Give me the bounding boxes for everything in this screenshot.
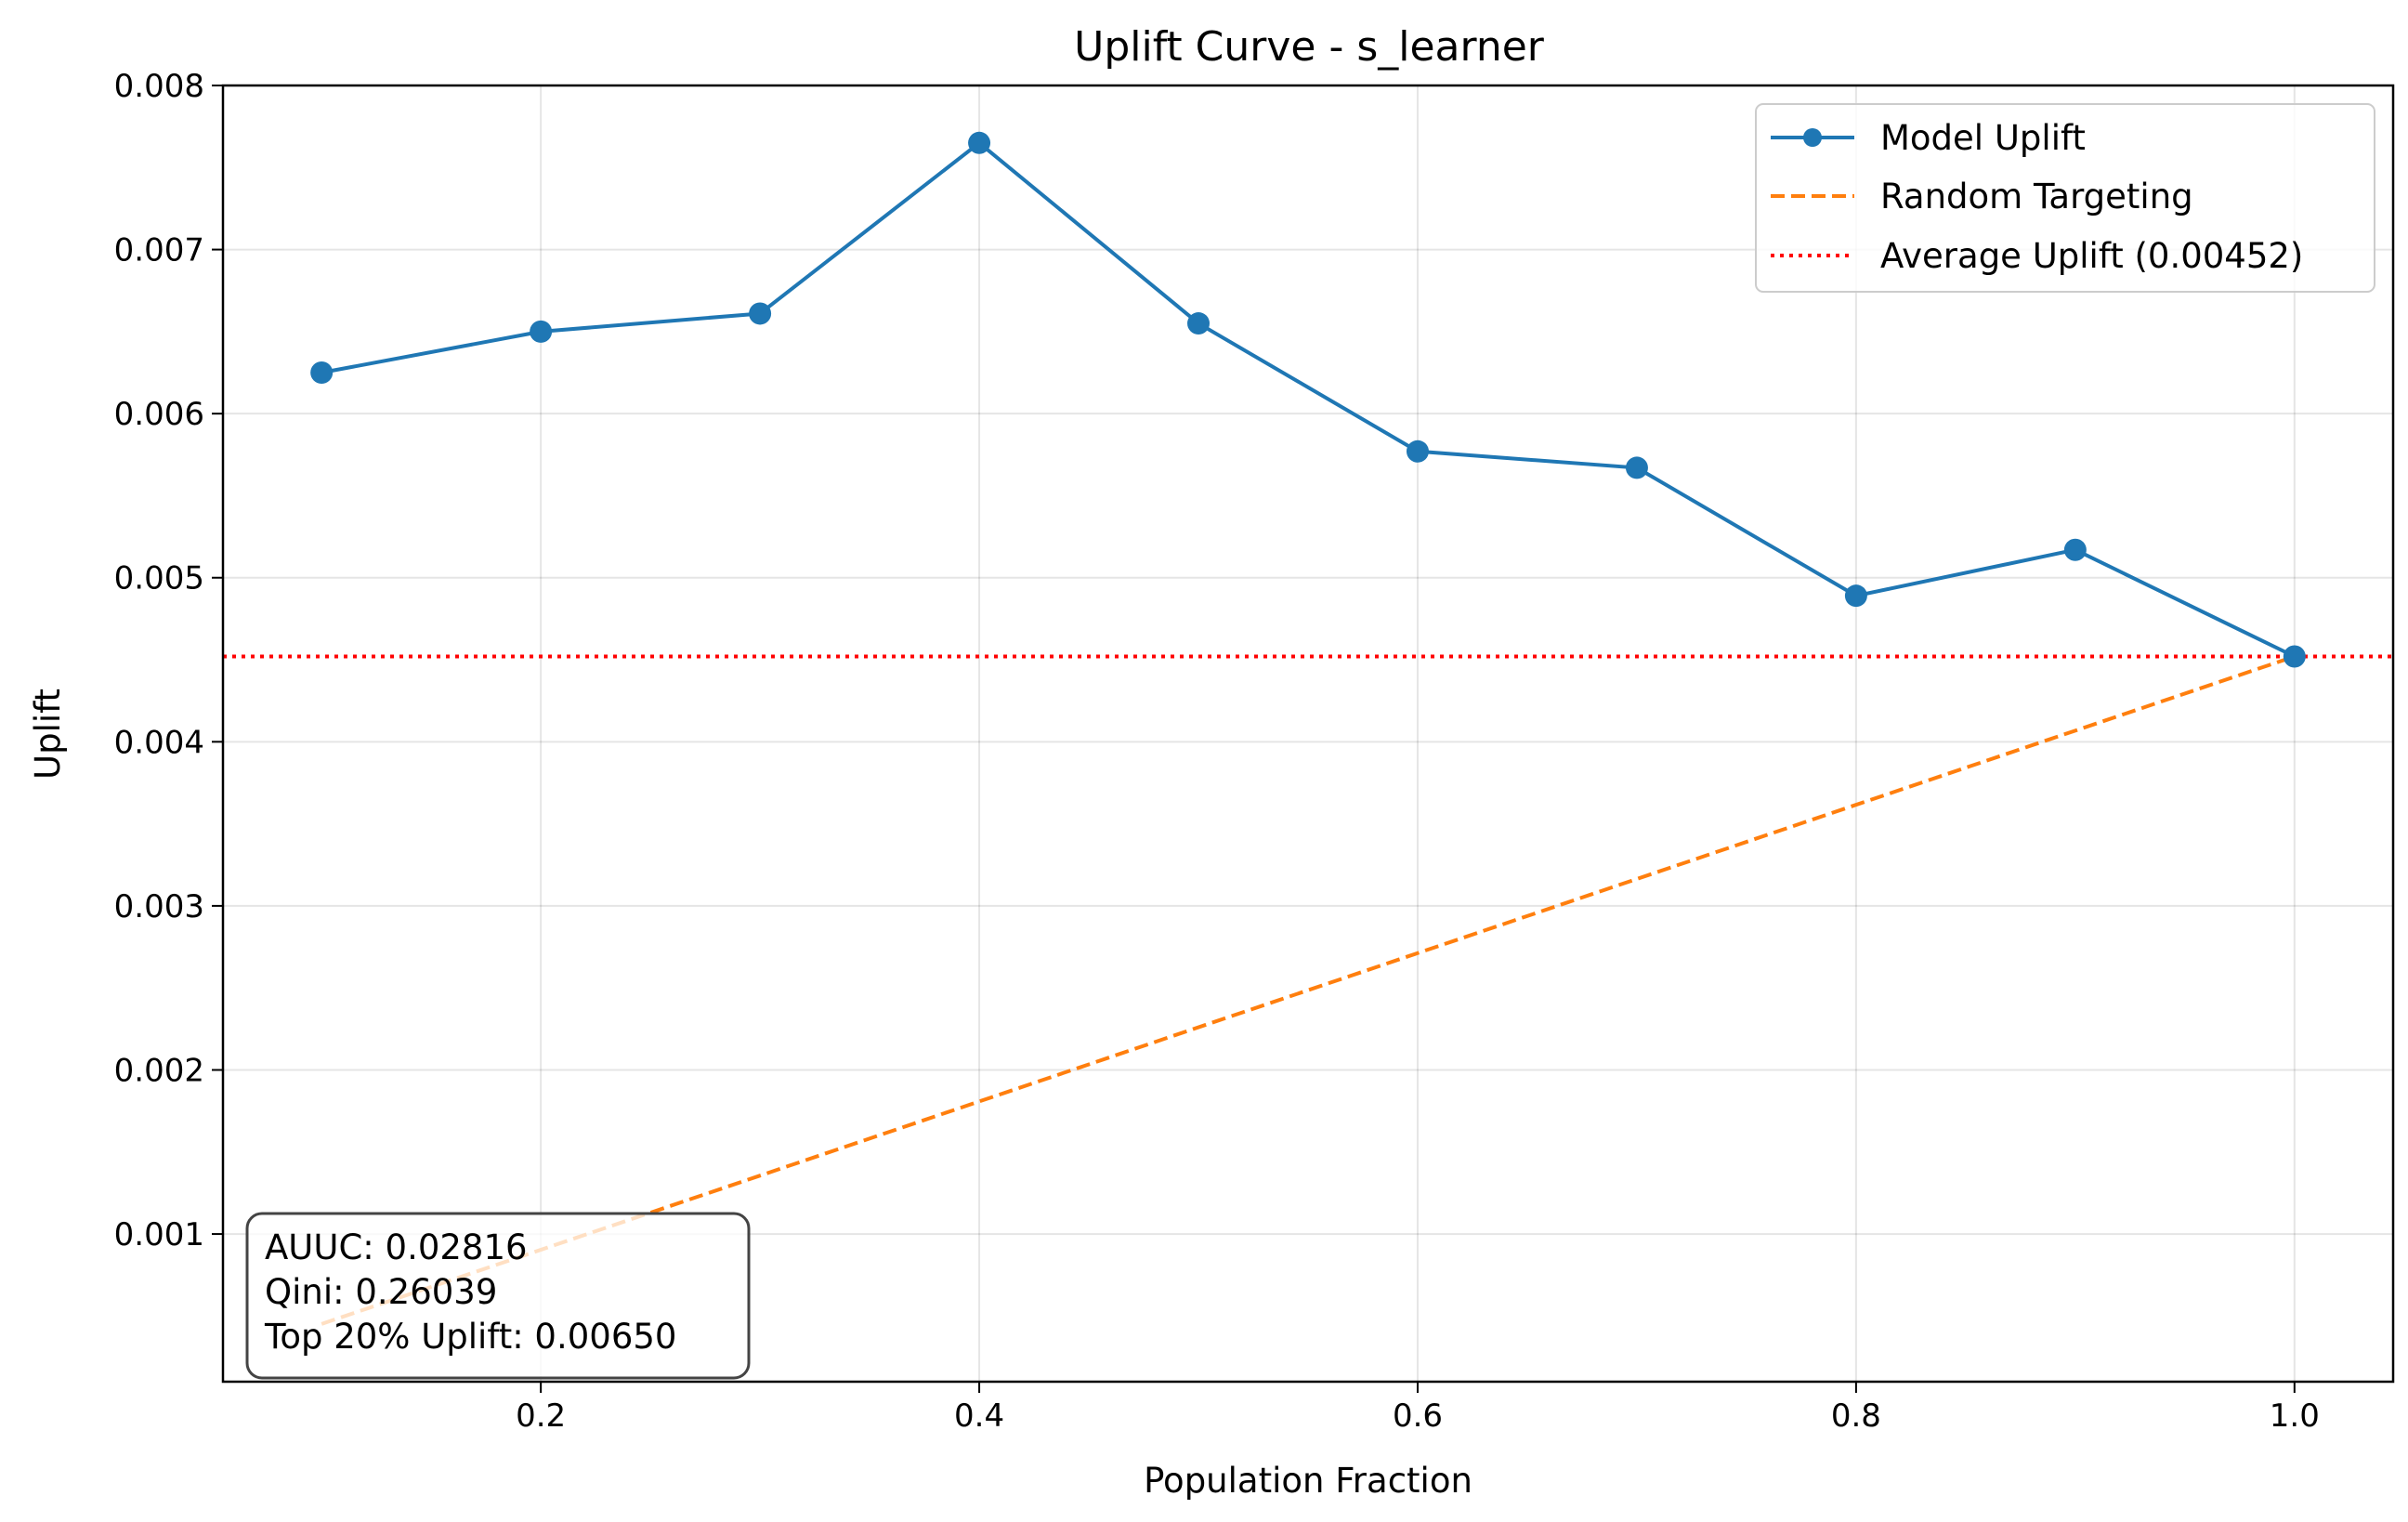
x-tick-label: 0.2 (516, 1397, 566, 1435)
model-uplift-point (1844, 584, 1867, 608)
legend-model-uplift-label: Model Uplift (1880, 118, 2086, 158)
legend: Model Uplift Random Targeting Average Up… (1755, 103, 2375, 293)
x-tick-label: 0.8 (1831, 1397, 1881, 1435)
x-tick-label: 1.0 (2270, 1397, 2320, 1435)
model-uplift-point (1187, 312, 1211, 335)
y-tick-label: 0.008 (114, 68, 204, 105)
model-uplift-point (749, 302, 772, 325)
grid (223, 85, 2393, 1382)
model-uplift-point (310, 361, 334, 385)
model-uplift-point (968, 131, 991, 154)
model-uplift-point (2283, 645, 2306, 668)
y-axis-label: Uplift (28, 689, 68, 780)
metrics-annotation: AUUC: 0.02816 Qini: 0.26039 Top 20% Upli… (245, 1212, 751, 1380)
ticks: 0.2 0.4 0.6 0.8 1.0 0.001 0.002 0.003 0.004 0.005… (114, 68, 2320, 1435)
model-uplift-point (1406, 440, 1429, 463)
x-axis-label: Population Fraction (1144, 1461, 1472, 1501)
y-tick-label: 0.007 (114, 232, 204, 269)
y-tick-label: 0.004 (114, 724, 204, 761)
metrics-top20: Top 20% Uplift: 0.00650 (264, 1317, 676, 1357)
y-tick-label: 0.003 (114, 888, 204, 925)
model-uplift-point (2063, 538, 2087, 561)
legend-model-uplift-marker (1803, 128, 1822, 147)
model-uplift-point (530, 320, 553, 343)
x-tick-label: 0.4 (954, 1397, 1004, 1435)
y-tick-label: 0.002 (114, 1052, 204, 1089)
metrics-qini: Qini: 0.26039 (265, 1272, 497, 1312)
y-tick-label: 0.006 (114, 396, 204, 433)
legend-random-targeting-label: Random Targeting (1880, 177, 2193, 216)
model-uplift-line (321, 140, 2296, 659)
metrics-box (245, 1212, 751, 1380)
plot-frame (221, 84, 2395, 1384)
metrics-auuc: AUUC: 0.02816 (265, 1227, 528, 1267)
x-tick-label: 0.6 (1393, 1397, 1443, 1435)
y-tick-label: 0.001 (114, 1216, 204, 1253)
chart-title: Uplift Curve - s_learner (1074, 23, 1545, 71)
legend-average-uplift-label: Average Uplift (0.00452) (1880, 236, 2303, 276)
series-layer (223, 131, 2393, 1326)
legend-box (1755, 103, 2375, 293)
model-uplift-point (1625, 456, 1648, 479)
y-tick-label: 0.005 (114, 560, 204, 597)
